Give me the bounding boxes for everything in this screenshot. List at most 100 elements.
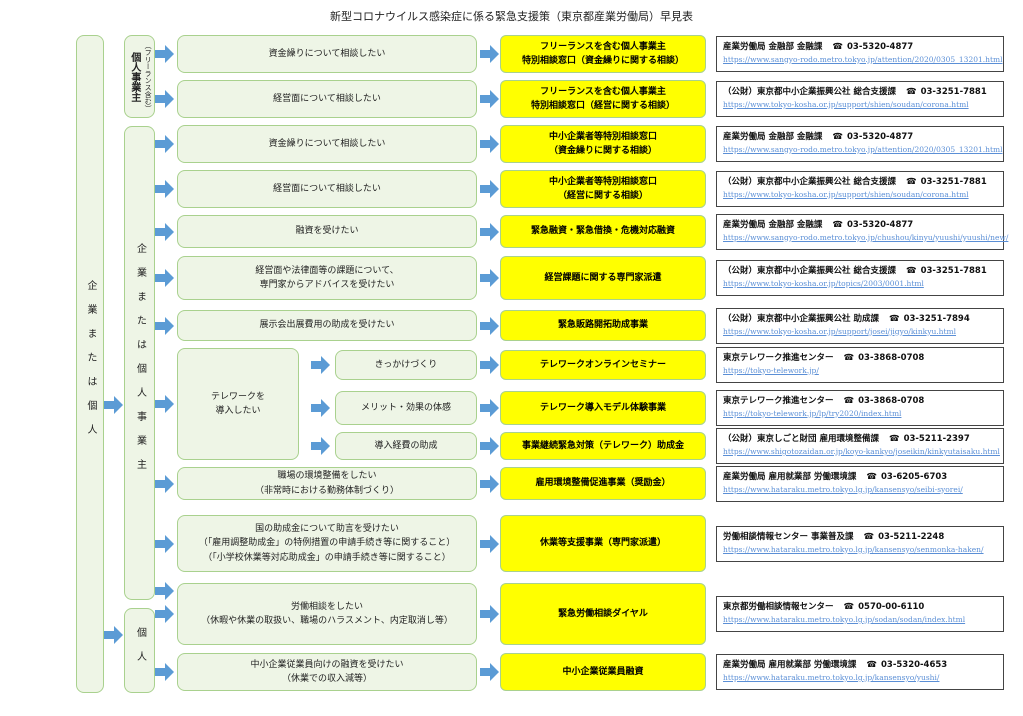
contact-phone: 03-5320-4653: [881, 660, 948, 670]
need-box[interactable]: 経営面や法律面等の課題について、 専門家からアドバイスを受けたい: [177, 256, 477, 300]
need-label: 融資を受けたい: [295, 226, 359, 237]
contact-url[interactable]: https://www.tokyo-kosha.or.jp/support/sh…: [723, 190, 969, 199]
program-box[interactable]: 雇用環境整備促進事業（奨励金）: [500, 467, 706, 500]
need-box[interactable]: 資金繰りについて相談したい: [177, 35, 477, 73]
need-label: 資金繰りについて相談したい: [268, 48, 386, 59]
need-label: 資金繰りについて相談したい: [268, 138, 386, 149]
contact-phone: 03-5320-4877: [847, 219, 914, 230]
program-box[interactable]: フリーランスを含む個人事業主 特別相談窓口（経営に関する相談）: [500, 80, 706, 118]
contact-url[interactable]: https://www.hataraku.metro.tokyo.lg.jp/k…: [723, 544, 984, 554]
contact-url[interactable]: https://www.sangyo-rodo.metro.tokyo.jp/c…: [723, 232, 1009, 242]
contact-box: 産業労働局 金融部 金融課 ☎ 03-5320-4877 https://www.sa…: [716, 126, 1004, 162]
contact-box: 労働相談情報センター 事業普及課 ☎ 03-5211-2248 https://www…: [716, 525, 1004, 562]
contact-url[interactable]: https://www.sangyo-rodo.metro.tokyo.jp/a…: [723, 55, 1003, 64]
need-box[interactable]: きっかけづくり: [335, 350, 477, 380]
contact-phone: 03-3251-7881: [920, 266, 987, 276]
program-label: 中小企業者等特別相談窓口 （資金繰りに関する相談）: [548, 131, 657, 156]
need-box[interactable]: 導入経費の助成: [335, 432, 477, 460]
contact-url[interactable]: https://www.hataraku.metro.tokyo.lg.jp/s…: [723, 615, 966, 624]
need-label: 経営面について相談したい: [273, 183, 381, 194]
need-box[interactable]: 融資を受けたい: [177, 215, 477, 248]
contact-url[interactable]: https://www.hataraku.metro.tokyo.lg.jp/k…: [723, 673, 940, 682]
contact-url[interactable]: https://tokyo-telework.jp/: [723, 366, 819, 375]
need-box[interactable]: 国の助成金について助言を受けたい （「雇用調整助成金」の特例措置の申請手続き等に…: [177, 515, 477, 572]
contact-line: 産業労働局 雇用就業部 労働環境課 ☎ 03-6205-6703: [723, 470, 997, 482]
contact-box: 産業労働局 金融部 金融課 ☎ 03-5320-4877 https://www.sa…: [716, 36, 1004, 72]
program-label: 経営課題に関する専門家派遣: [544, 272, 662, 283]
program-box[interactable]: 中小企業従業員融資: [500, 653, 706, 691]
telework-group-label: テレワークを 導入したい: [210, 391, 265, 416]
program-box[interactable]: 中小企業者等特別相談窓口 （経営に関する相談）: [500, 170, 706, 208]
individual-label: 個人: [134, 626, 146, 675]
contact-org: 産業労働局 雇用就業部 労働環境課: [723, 471, 857, 482]
freelance-note: （フリーランス含む）: [144, 41, 153, 112]
category-label: 企業または個人: [85, 280, 96, 448]
need-box[interactable]: 資金繰りについて相談したい: [177, 125, 477, 163]
phone-icon: ☎: [832, 132, 844, 142]
need-box[interactable]: 経営面について相談したい: [177, 170, 477, 208]
contact-url[interactable]: https://tokyo-telework.jp/lp/try2020/ind…: [723, 409, 902, 418]
contact-org: （公財）東京都中小企業振興公社 総合支援課: [723, 87, 896, 97]
contact-url[interactable]: https://www.sangyo-rodo.metro.tokyo.jp/a…: [723, 145, 1003, 154]
program-box[interactable]: フリーランスを含む個人事業主 特別相談窓口（資金繰りに関する相談）: [500, 35, 706, 73]
phone-icon: ☎: [905, 177, 917, 187]
phone-icon: ☎: [888, 313, 900, 324]
contact-phone: 03-3251-7894: [903, 313, 970, 324]
need-box[interactable]: 展示会出展費用の助成を受けたい: [177, 310, 477, 341]
program-label: 中小企業者等特別相談窓口 （経営に関する相談）: [548, 176, 657, 201]
category-company-or-sole: 企業または個人事業主: [124, 126, 155, 600]
program-box[interactable]: テレワークオンラインセミナー: [500, 350, 706, 380]
contact-url[interactable]: https://www.shigotozaidan.or.jp/koyo-kan…: [723, 447, 1000, 456]
program-box[interactable]: テレワーク導入モデル体験事業: [500, 391, 706, 425]
need-label: きっかけづくり: [374, 359, 438, 370]
contact-line: （公財）東京しごと財団 雇用環境整備課 ☎ 03-5211-2397: [723, 432, 997, 444]
contact-url[interactable]: https://www.tokyo-kosha.or.jp/support/jo…: [723, 326, 957, 336]
phone-icon: ☎: [866, 471, 878, 482]
contact-line: （公財）東京都中小企業振興公社 総合支援課 ☎ 03-3251-7881: [723, 85, 997, 97]
sole-proprietor-label: 個人事業主: [128, 51, 140, 102]
program-box[interactable]: 事業継続緊急対策（テレワーク）助成金: [500, 432, 706, 460]
program-label: 緊急融資・緊急借換・危機対応融資: [530, 226, 675, 237]
need-label: 国の助成金について助言を受けたい （「雇用調整助成金」の特例措置の申請手続き等に…: [198, 523, 456, 563]
contact-url[interactable]: https://www.tokyo-kosha.or.jp/topics/200…: [723, 279, 924, 288]
contact-url[interactable]: https://www.tokyo-kosha.or.jp/support/sh…: [723, 100, 969, 109]
phone-icon: ☎: [843, 602, 855, 612]
contact-line: （公財）東京都中小企業振興公社 総合支援課 ☎ 03-3251-7881: [723, 264, 997, 276]
contact-phone: 03-5320-4877: [847, 132, 914, 142]
page-title: 新型コロナウイルス感染症に係る緊急支援策（東京都産業労働局）早見表: [330, 10, 693, 23]
contact-phone: 03-3251-7881: [920, 177, 987, 187]
need-box[interactable]: 職場の環境整備をしたい （非常時における勤務体制づくり）: [177, 467, 477, 500]
program-box[interactable]: 経営課題に関する専門家派遣: [500, 256, 706, 300]
need-box[interactable]: 中小企業従業員向けの融資を受けたい （休業での収入減等）: [177, 653, 477, 691]
contact-line: 労働相談情報センター 事業普及課 ☎ 03-5211-2248: [723, 530, 997, 542]
need-label: 経営面について相談したい: [273, 93, 381, 104]
program-label: フリーランスを含む個人事業主 特別相談窓口（資金繰りに関する相談）: [521, 41, 684, 66]
contact-org: 産業労働局 金融部 金融課: [723, 42, 823, 52]
contact-org: 東京テレワーク推進センター: [723, 353, 834, 363]
contact-line: 東京都労働相談情報センター ☎ 0570-00-6110: [723, 600, 997, 612]
contact-box: 東京テレワーク推進センター ☎ 03-3868-0708 https://tokyo-…: [716, 390, 1004, 426]
contact-line: 産業労働局 雇用就業部 労働環境課 ☎ 03-5320-4653: [723, 658, 997, 670]
phone-icon: ☎: [843, 353, 855, 363]
contact-line: （公財）東京都中小企業振興公社 総合支援課 ☎ 03-3251-7881: [723, 175, 997, 187]
program-box[interactable]: 休業等支援事業（専門家派遣）: [500, 515, 706, 572]
program-box[interactable]: 中小企業者等特別相談窓口 （資金繰りに関する相談）: [500, 125, 706, 163]
need-label: 中小企業従業員向けの融資を受けたい （休業での収入減等）: [250, 659, 404, 684]
need-label: 経営面や法律面等の課題について、 専門家からアドバイスを受けたい: [255, 265, 399, 290]
program-label: フリーランスを含む個人事業主 特別相談窓口（経営に関する相談）: [530, 86, 675, 111]
contact-box: 産業労働局 雇用就業部 労働環境課 ☎ 03-6205-6703 https://ww…: [716, 465, 1004, 502]
need-label: 職場の環境整備をしたい （非常時における勤務体制づくり）: [254, 471, 399, 496]
contact-box: （公財）東京しごと財団 雇用環境整備課 ☎ 03-5211-2397 https://…: [716, 428, 1004, 464]
program-box[interactable]: 緊急労働相談ダイヤル: [500, 583, 706, 645]
telework-group: テレワークを 導入したい: [177, 348, 299, 460]
need-box[interactable]: 労働相談をしたい （休暇や休業の取扱い、職場のハラスメント、内定取消し等）: [177, 583, 477, 645]
phone-icon: ☎: [888, 434, 900, 444]
program-box[interactable]: 緊急融資・緊急借換・危機対応融資: [500, 215, 706, 248]
need-box[interactable]: 経営面について相談したい: [177, 80, 477, 118]
contact-url[interactable]: https://www.hataraku.metro.tokyo.lg.jp/k…: [723, 484, 963, 494]
contact-box: 東京都労働相談情報センター ☎ 0570-00-6110 https://www.ha…: [716, 596, 1004, 632]
category-individual: 個人: [124, 608, 155, 693]
need-box[interactable]: メリット・効果の体感: [335, 391, 477, 425]
program-box[interactable]: 緊急販路開拓助成事業: [500, 310, 706, 341]
